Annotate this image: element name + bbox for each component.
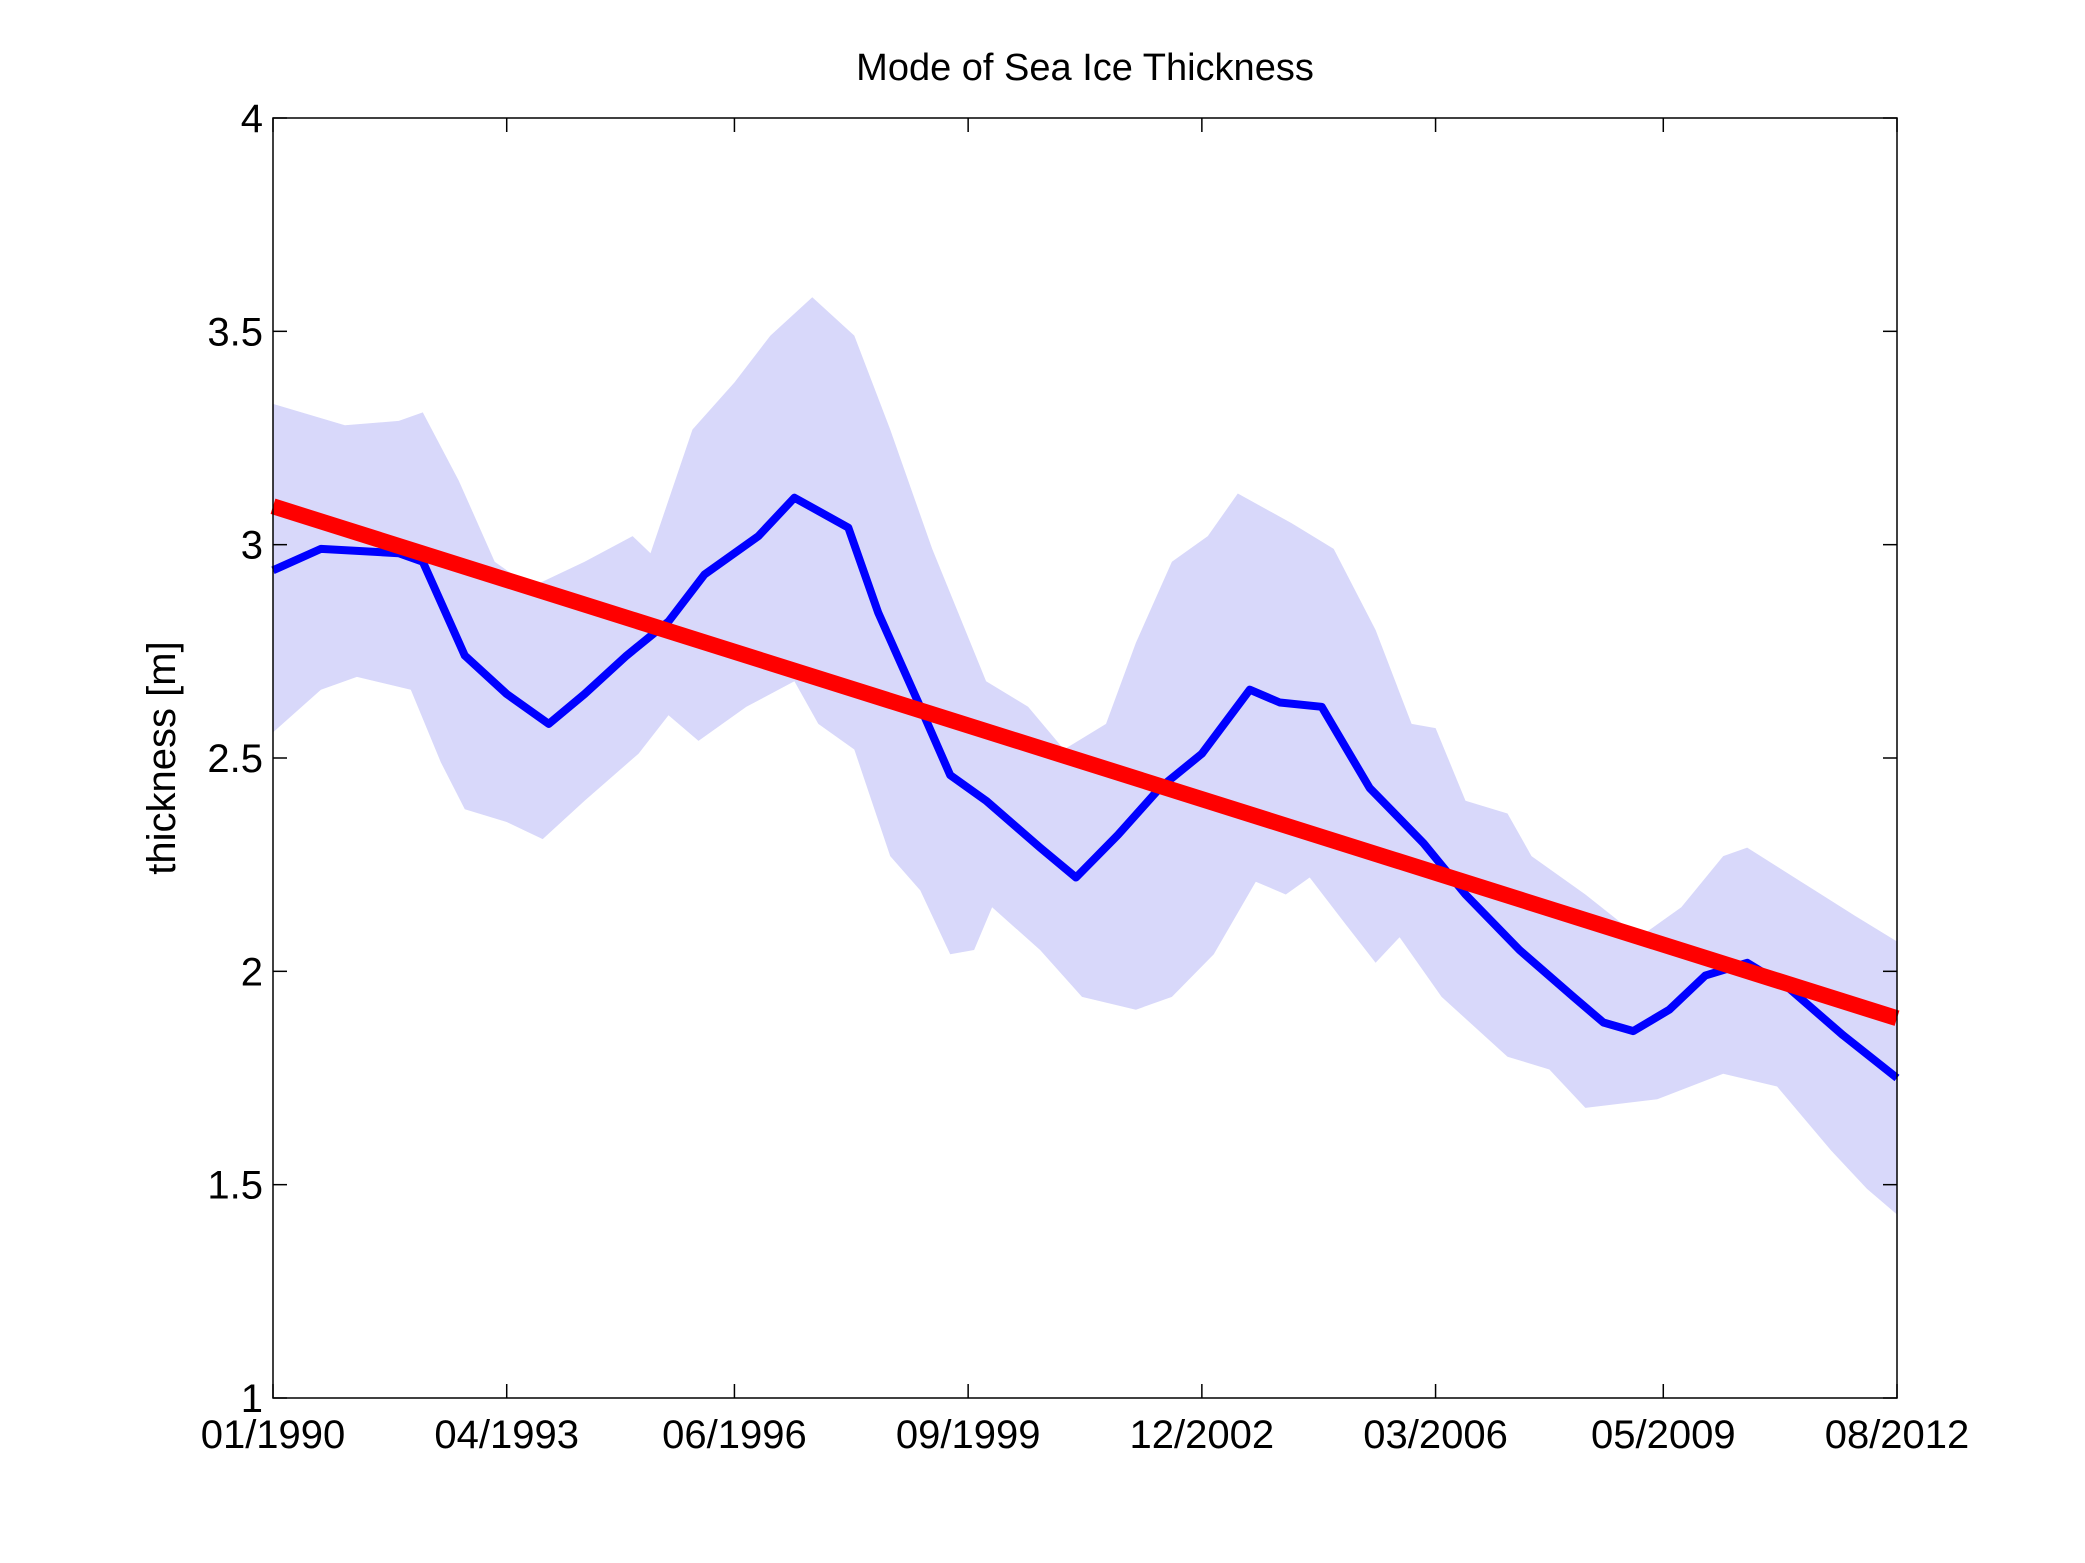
x-tick-label: 04/1993 <box>434 1413 579 1457</box>
axes: 01/1990 04/1993 06/1996 09/1999 12/2002 03/20… <box>201 97 1970 1457</box>
x-tick-label: 12/2002 <box>1130 1413 1275 1457</box>
x-tick-label: 06/1996 <box>662 1413 807 1457</box>
y-axis-label: thickness [m] <box>140 641 184 874</box>
y-tick-label: 2 <box>241 950 263 994</box>
plot-area <box>270 297 1900 1215</box>
x-tick-label: 01/1990 <box>201 1413 346 1457</box>
y-tick-label: 2.5 <box>207 737 263 781</box>
mode-line <box>271 493 1900 1082</box>
trend-line <box>270 498 1900 1026</box>
x-tick-label: 08/2012 <box>1825 1413 1970 1457</box>
y-tick-label: 3 <box>241 524 263 568</box>
chart-title: Mode of Sea Ice Thickness <box>856 47 1314 89</box>
y-tick-label: 4 <box>241 97 263 141</box>
y-tick-label: 1.5 <box>207 1164 263 1208</box>
x-tick-label: 09/1999 <box>896 1413 1041 1457</box>
y-tick-label: 1 <box>241 1377 263 1421</box>
x-tick-label: 05/2009 <box>1591 1413 1736 1457</box>
y-tick-label: 3.5 <box>207 310 263 354</box>
x-tick-label: 03/2006 <box>1363 1413 1508 1457</box>
